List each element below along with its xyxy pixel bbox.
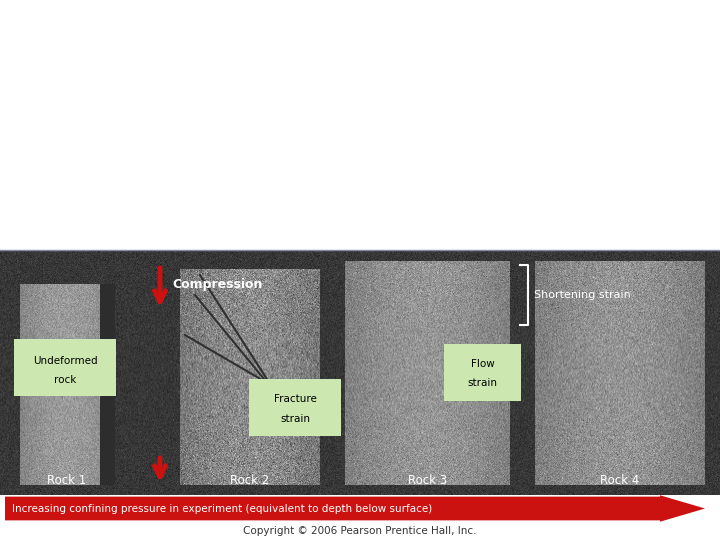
Text: Rock 3: Rock 3	[408, 474, 448, 487]
Text: Fracture: Fracture	[274, 394, 316, 404]
FancyBboxPatch shape	[444, 344, 521, 401]
FancyBboxPatch shape	[249, 379, 341, 436]
Text: brittle or ductile deformation will occur.: brittle or ductile deformation will occu…	[11, 214, 353, 230]
Text: strain: strain	[467, 379, 498, 388]
Text: Experiments show that confining pressure affects whether: Experiments show that confining pressure…	[11, 178, 516, 192]
Text: brittle or ductile?: brittle or ductile?	[223, 94, 497, 122]
Text: Rock 4: Rock 4	[600, 474, 639, 487]
Text: Copyright © 2006 Pearson Prentice Hall, Inc.: Copyright © 2006 Pearson Prentice Hall, …	[243, 526, 477, 536]
Text: Rock 2: Rock 2	[230, 474, 269, 487]
FancyBboxPatch shape	[14, 339, 116, 396]
FancyArrow shape	[5, 495, 705, 522]
Text: rock: rock	[54, 375, 76, 384]
Text: Flow: Flow	[471, 359, 495, 369]
Text: strain: strain	[280, 414, 310, 423]
Text: Undeformed: Undeformed	[32, 356, 97, 366]
Text: Increasing confining pressure in experiment (equivalent to depth below surface): Increasing confining pressure in experim…	[12, 503, 432, 514]
Text: Shortening strain: Shortening strain	[534, 290, 631, 300]
Text: What controls whether a rock is: What controls whether a rock is	[109, 38, 611, 66]
Text: Rock 1: Rock 1	[48, 474, 86, 487]
Text: Compression: Compression	[172, 279, 262, 292]
